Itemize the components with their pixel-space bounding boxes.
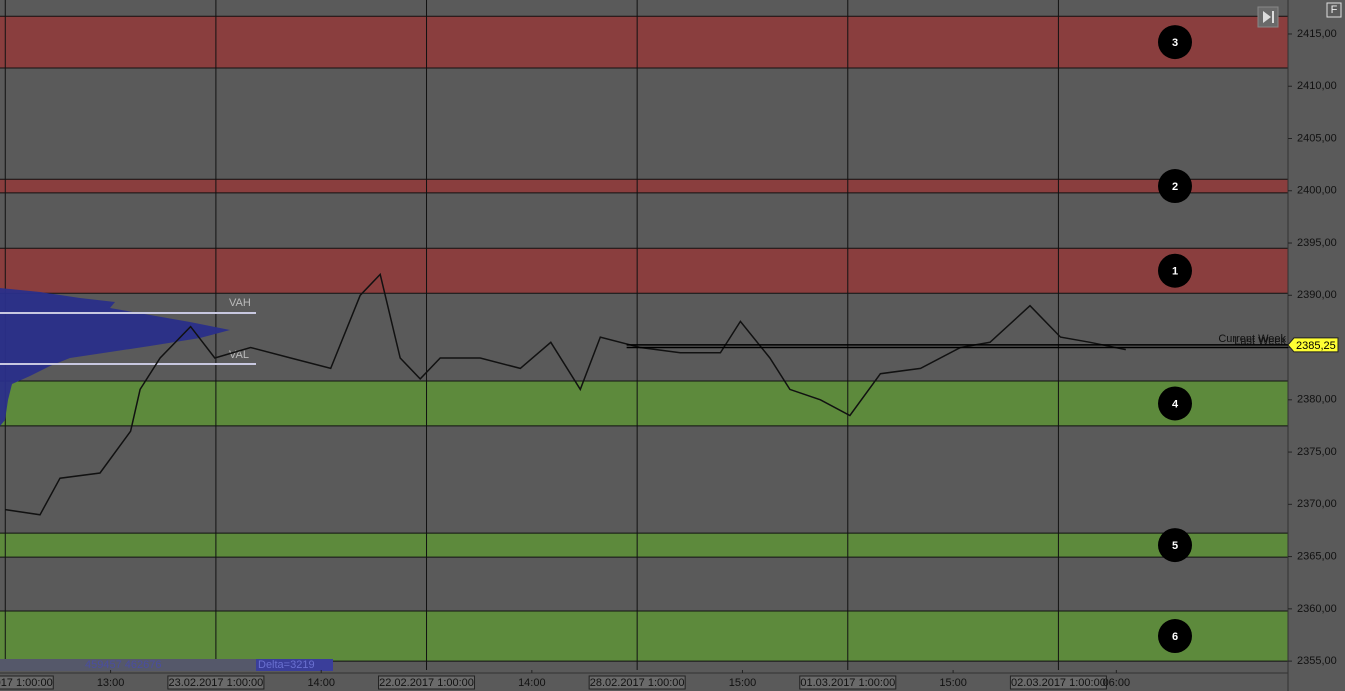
y-tick-label: 2400,00 (1297, 185, 1337, 197)
y-tick-label: 2380,00 (1297, 394, 1337, 406)
zone-badge (1158, 386, 1192, 421)
date-label: 02.03.2017 1:00:00 (1011, 677, 1106, 689)
date-label: 28.02.2017 1:00:00 (590, 677, 685, 689)
x-tick-label: 14:00 (307, 677, 335, 689)
volume-label: 459457 462676 (85, 659, 161, 671)
zone-badge (1158, 528, 1192, 563)
y-tick-label: 2355,00 (1297, 655, 1337, 667)
zone-number: 3 (1172, 37, 1178, 49)
date-box (167, 675, 265, 690)
date-box (0, 675, 54, 690)
level-label: Last Week (1234, 335, 1286, 347)
date-box (1009, 675, 1107, 690)
zone (0, 380, 1288, 426)
last-price-label: 2385,25 (1296, 340, 1336, 352)
date-box (588, 675, 686, 690)
zone (0, 533, 1288, 558)
y-tick-label: 2415,00 (1297, 28, 1337, 40)
price-line (5, 272, 1126, 516)
y-tick-label: 2365,00 (1297, 550, 1337, 562)
delta-box (256, 659, 333, 671)
y-tick-label: 2405,00 (1297, 132, 1337, 144)
y-tick-label: 2390,00 (1297, 289, 1337, 301)
zone-badge (1158, 619, 1192, 654)
last-price-tag (1287, 337, 1339, 353)
x-tick-label: 06:00 (1103, 677, 1131, 689)
corner-button-label: F (1331, 4, 1338, 16)
date-box (378, 675, 476, 690)
vah-label: VAH (229, 297, 251, 309)
zone-badge (1158, 253, 1192, 288)
zone (0, 16, 1288, 68)
date-label: 22.02.2017 1:00:00 (379, 677, 474, 689)
y-tick-label: 2370,00 (1297, 498, 1337, 510)
y-tick-label: 2410,00 (1297, 80, 1337, 92)
zone-badge (1158, 169, 1192, 204)
scroll-end-icon (1263, 11, 1274, 23)
y-tick-label: 2395,00 (1297, 237, 1337, 249)
volume-profile (0, 288, 230, 426)
x-tick-label: 15:00 (939, 677, 967, 689)
date-label: 23.02.2017 1:00:00 (168, 677, 263, 689)
zone (0, 248, 1288, 294)
zone-number: 2 (1172, 181, 1178, 193)
plot-area (0, 0, 1288, 670)
zone (0, 179, 1288, 193)
y-tick-label: 2375,00 (1297, 446, 1337, 458)
level-label: Current Week (1218, 333, 1286, 345)
zone-number: 6 (1172, 631, 1178, 643)
corner-button[interactable] (1326, 2, 1342, 18)
volume-box (0, 659, 256, 671)
delta-label: Delta=3219 (258, 659, 315, 671)
zone-number: 1 (1172, 266, 1178, 278)
date-label: 01.03.2017 1:00:00 (800, 677, 895, 689)
zone-badge (1158, 25, 1192, 60)
x-tick-label: 15:00 (729, 677, 757, 689)
date-box (799, 675, 897, 690)
zone (0, 610, 1288, 662)
zone-number: 4 (1172, 398, 1179, 410)
x-tick-label: 13:00 (97, 677, 125, 689)
y-tick-label: 2360,00 (1297, 603, 1337, 615)
x-tick-label: 14:00 (518, 677, 546, 689)
zone-number: 5 (1172, 540, 1178, 552)
date-label: 23.02.2017 1:00:00 (0, 677, 53, 689)
